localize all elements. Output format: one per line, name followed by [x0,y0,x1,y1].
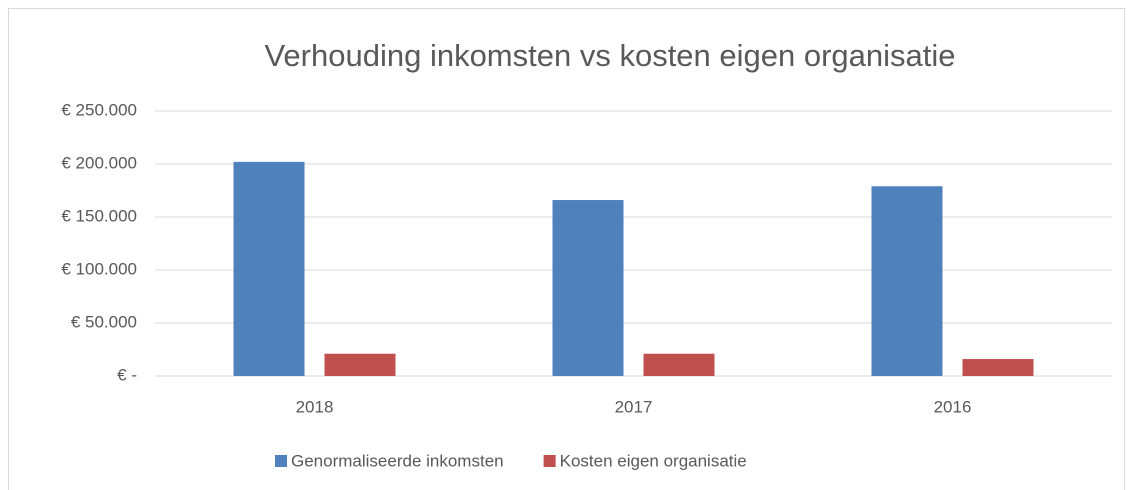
bar [871,186,943,376]
bar [962,359,1034,376]
bar [324,353,396,376]
legend-swatch [275,455,287,467]
y-tick-label: € 50.000 [71,312,137,331]
legend-label: Kosten eigen organisatie [560,451,747,470]
y-tick-label: € 100.000 [61,259,137,278]
legend-label: Genormaliseerde inkomsten [291,451,504,470]
y-tick-label: € 150.000 [61,206,137,225]
legend-swatch [543,455,556,467]
x-tick-label: 2018 [296,397,334,416]
x-tick-label: 2017 [615,397,653,416]
y-tick-label: € - [117,365,137,384]
chart-title: Verhouding inkomsten vs kosten eigen org… [264,38,955,73]
x-tick-label: 2016 [934,397,972,416]
bar [643,353,715,376]
bar [233,161,305,376]
y-tick-label: € 200.000 [61,153,137,172]
y-tick-label: € 250.000 [61,100,137,119]
bar [552,200,624,376]
